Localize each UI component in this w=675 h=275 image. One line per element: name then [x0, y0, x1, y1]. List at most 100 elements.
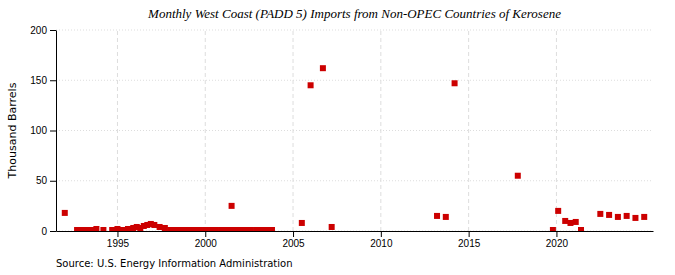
axis-line: [57, 231, 654, 232]
tick: 2005: [282, 231, 305, 249]
tick: 2010: [370, 231, 393, 249]
point: [641, 214, 647, 220]
point: [269, 227, 275, 231]
tick: 200: [30, 25, 56, 36]
grid-line-y: [56, 180, 653, 181]
point: [615, 214, 621, 220]
point: [562, 218, 568, 224]
y-axis: 0 50 100 150 200: [30, 25, 56, 237]
point: [515, 173, 521, 179]
point: [197, 227, 203, 231]
point: [624, 213, 630, 219]
point: [208, 227, 214, 231]
point: [253, 227, 259, 231]
point: [120, 227, 126, 231]
grid: [56, 30, 653, 231]
point: [79, 227, 85, 231]
point: [329, 224, 335, 230]
point: [74, 227, 80, 231]
tick-label: 150: [30, 75, 47, 86]
point: [573, 219, 579, 225]
tick-mark: [469, 231, 470, 237]
point: [229, 227, 235, 231]
tick-label: 2020: [546, 238, 569, 249]
tick: 1995: [107, 231, 130, 249]
point: [229, 203, 235, 209]
point: [632, 215, 638, 221]
tick-label: 2010: [370, 238, 393, 249]
tick: 150: [30, 75, 56, 86]
point: [223, 227, 229, 231]
tick-mark: [293, 231, 294, 237]
point: [125, 226, 131, 231]
grid-line-y: [56, 30, 653, 31]
tick: 0: [41, 226, 56, 237]
point: [162, 225, 168, 231]
tick-mark: [50, 181, 56, 182]
point: [248, 227, 254, 231]
point: [264, 227, 270, 231]
grid-line-y: [56, 130, 653, 131]
point: [308, 82, 314, 88]
grid-line-y: [56, 80, 653, 81]
tick-label: 2005: [282, 238, 305, 249]
point: [114, 226, 120, 231]
point: [100, 227, 106, 231]
point: [157, 224, 163, 230]
point: [320, 65, 326, 71]
point: [567, 220, 573, 226]
tick-label: 0: [41, 226, 47, 237]
grid-line-y: [56, 231, 653, 232]
point: [452, 80, 458, 86]
tick: 50: [36, 175, 56, 186]
point: [178, 227, 184, 231]
point: [606, 212, 612, 218]
point: [109, 227, 115, 231]
point: [202, 227, 208, 231]
tick-mark: [205, 231, 206, 237]
point: [258, 227, 264, 231]
grid-line-x: [117, 30, 118, 231]
tick: 100: [30, 125, 56, 136]
point: [237, 227, 243, 231]
tick-mark: [50, 30, 56, 31]
point: [578, 227, 584, 231]
annotation: Source: U.S. Energy Information Administ…: [56, 258, 293, 269]
tick: 2020: [546, 231, 569, 249]
tick: 2015: [458, 231, 481, 249]
chart: 1995 2000 2005 2010 2015 2020 0 50 100 150 200 Mont…: [0, 0, 675, 275]
grid-line-x: [205, 30, 206, 231]
point: [90, 227, 96, 231]
point: [550, 227, 556, 231]
point: [555, 208, 561, 214]
axis-line: [56, 31, 57, 232]
y-axis-title: Thousand Barrels: [6, 82, 19, 179]
grid-line-x: [556, 30, 557, 231]
point: [186, 227, 192, 231]
tick-label: 2015: [458, 238, 481, 249]
point: [151, 222, 157, 228]
tick-mark: [117, 231, 118, 237]
tick-label: 1995: [107, 238, 130, 249]
tick-mark: [50, 80, 56, 81]
point: [167, 227, 173, 231]
point: [434, 213, 440, 219]
tick-label: 100: [30, 125, 47, 136]
tick-mark: [381, 231, 382, 237]
tick-mark: [556, 231, 557, 237]
tick-mark: [50, 131, 56, 132]
tick-label: 200: [30, 25, 47, 36]
point: [213, 227, 219, 231]
point: [172, 227, 178, 231]
grid-line-x: [468, 30, 469, 231]
tick: 2000: [195, 231, 218, 249]
title: Monthly West Coast (PADD 5) Imports from…: [147, 6, 561, 21]
point: [243, 227, 249, 231]
point: [597, 211, 603, 217]
tick-label: 50: [36, 175, 48, 186]
tick-mark: [50, 231, 56, 232]
point: [443, 214, 449, 220]
point: [85, 227, 91, 231]
point: [218, 227, 224, 231]
point: [62, 210, 68, 216]
